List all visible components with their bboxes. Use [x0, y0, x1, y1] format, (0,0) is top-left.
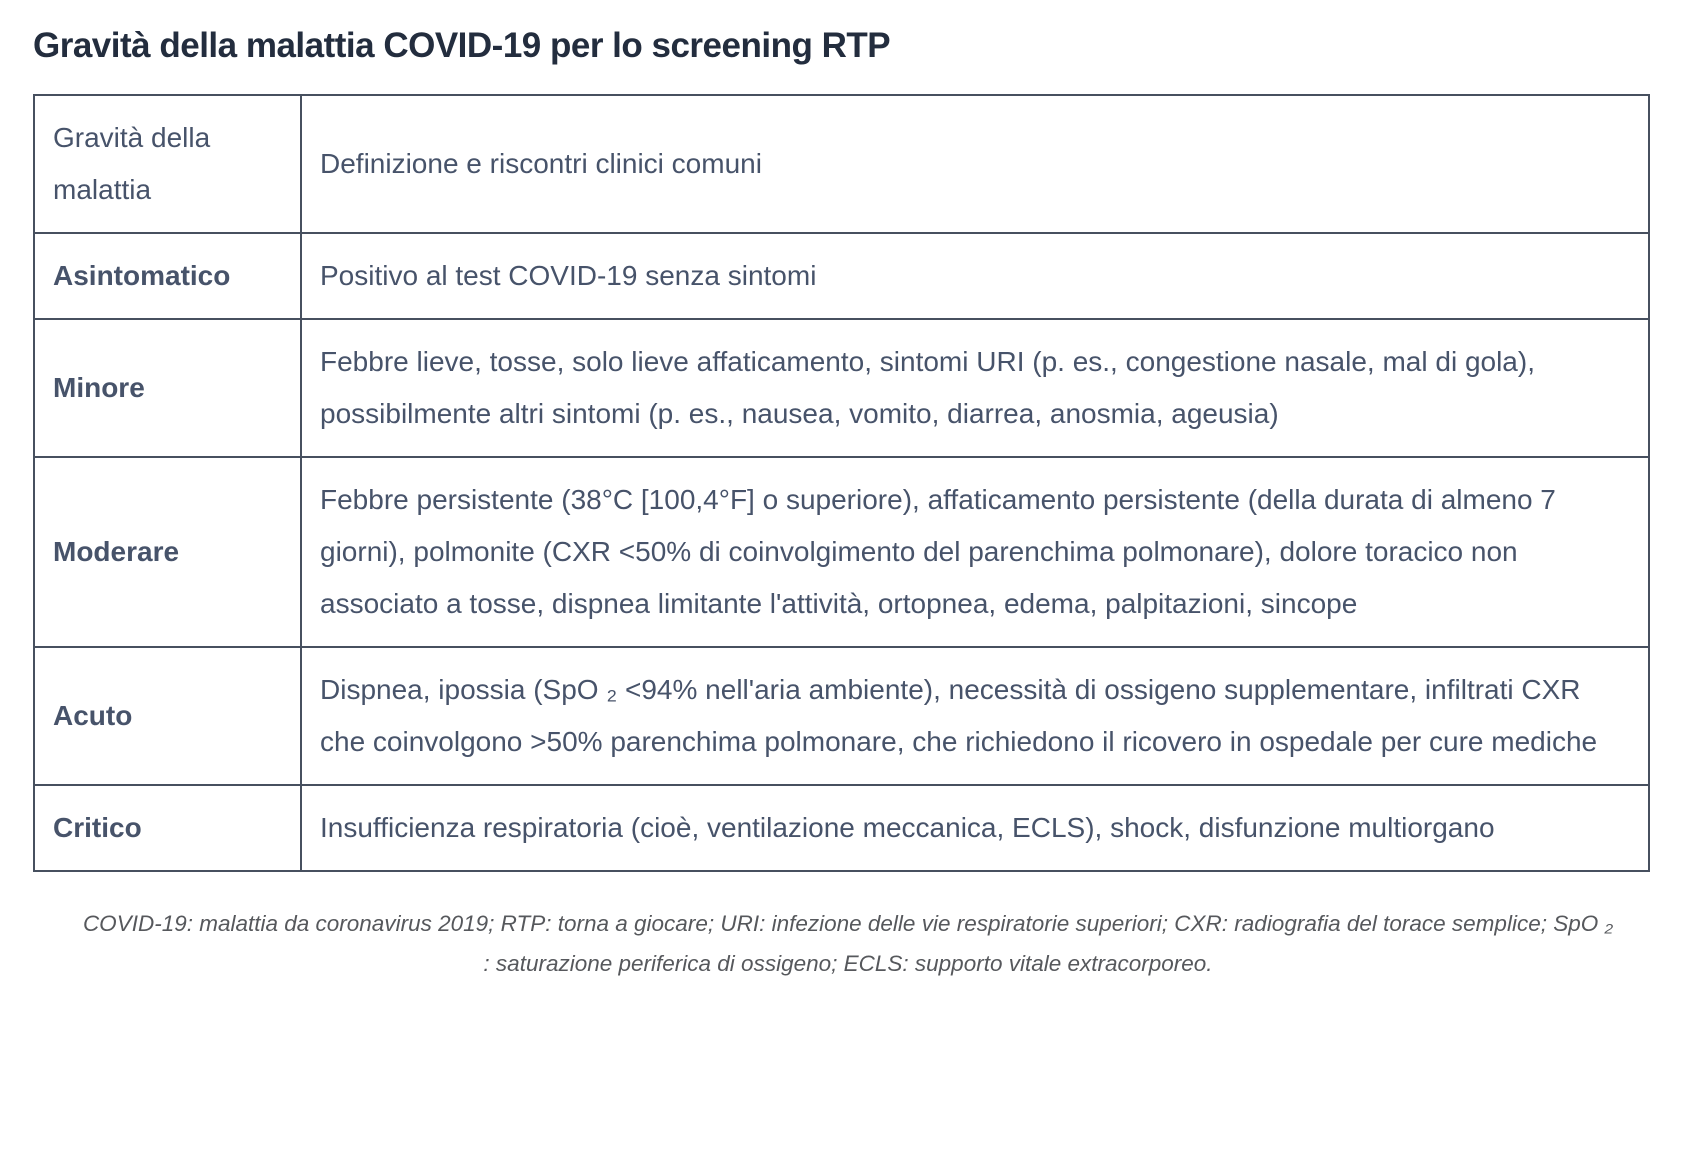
severity-cell: Asintomatico	[33, 232, 302, 320]
definition-cell: Febbre persistente (38°C [100,4°F] o sup…	[300, 456, 1650, 648]
definition-cell: Dispnea, ipossia (SpO ₂ <94% nell'aria a…	[300, 646, 1650, 786]
table-row: Moderare Febbre persistente (38°C [100,4…	[33, 456, 1650, 648]
definition-cell: Insufficienza respiratoria (cioè, ventil…	[300, 784, 1650, 872]
severity-table: Gravità della malattia Definizione e ris…	[33, 94, 1650, 872]
severity-cell: Acuto	[33, 646, 302, 786]
table-row: Acuto Dispnea, ipossia (SpO ₂ <94% nell'…	[33, 646, 1650, 786]
definition-cell: Febbre lieve, tosse, solo lieve affatica…	[300, 318, 1650, 458]
header-definition-cell: Definizione e riscontri clinici comuni	[300, 94, 1650, 234]
page-title: Gravità della malattia COVID-19 per lo s…	[33, 26, 891, 65]
table-row: Critico Insufficienza respiratoria (cioè…	[33, 784, 1650, 872]
severity-cell: Moderare	[33, 456, 302, 648]
definition-cell: Positivo al test COVID-19 senza sintomi	[300, 232, 1650, 320]
table-row: Minore Febbre lieve, tosse, solo lieve a…	[33, 318, 1650, 458]
header-severity-cell: Gravità della malattia	[33, 94, 302, 234]
table-row: Asintomatico Positivo al test COVID-19 s…	[33, 232, 1650, 320]
footnote: COVID-19: malattia da coronavirus 2019; …	[82, 911, 1614, 976]
severity-cell: Minore	[33, 318, 302, 458]
severity-cell: Critico	[33, 784, 302, 872]
table-header-row: Gravità della malattia Definizione e ris…	[33, 94, 1650, 234]
